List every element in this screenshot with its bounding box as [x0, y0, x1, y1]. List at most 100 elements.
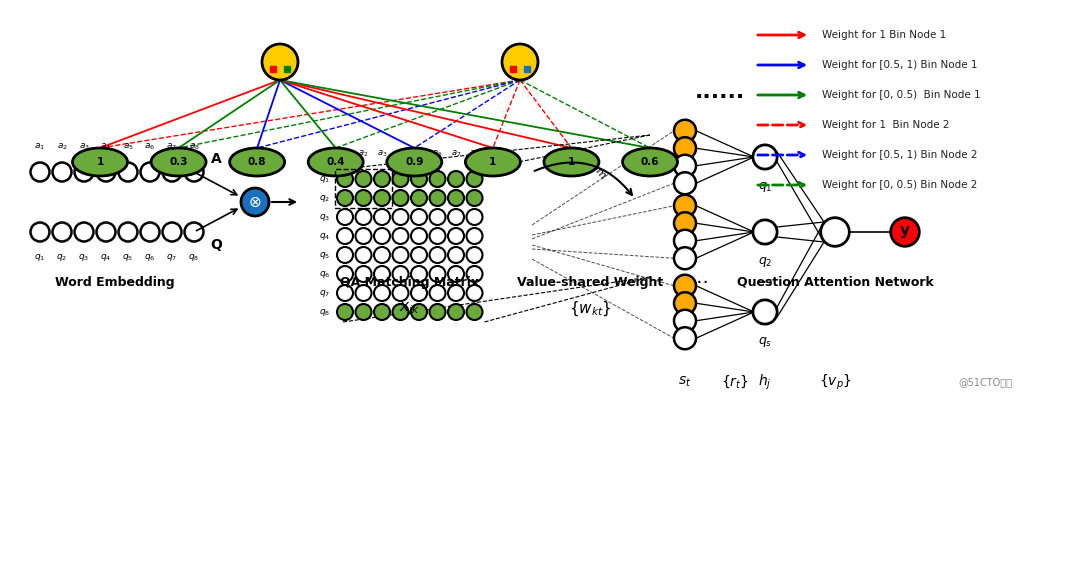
Circle shape [674, 292, 696, 314]
Text: QA Matching Matrix: QA Matching Matrix [340, 275, 480, 288]
Text: $q_3$: $q_3$ [79, 252, 90, 263]
Circle shape [96, 163, 116, 181]
Text: $q_1$: $q_1$ [758, 180, 772, 194]
Text: Weight for 1 Bin Node 1: Weight for 1 Bin Node 1 [822, 30, 946, 40]
Text: $q_7$: $q_7$ [166, 252, 177, 263]
Text: $q_6$: $q_6$ [145, 252, 156, 263]
Circle shape [467, 190, 483, 206]
Text: 0.8: 0.8 [248, 157, 267, 167]
Circle shape [241, 188, 269, 216]
Circle shape [411, 266, 427, 282]
Circle shape [374, 228, 390, 244]
Circle shape [430, 190, 446, 206]
Circle shape [448, 247, 464, 263]
Circle shape [674, 137, 696, 159]
Text: $a_1$: $a_1$ [340, 149, 350, 159]
Circle shape [411, 228, 427, 244]
Circle shape [430, 228, 446, 244]
Text: $q_4$: $q_4$ [100, 252, 111, 263]
Text: $\{r_t\}$: $\{r_t\}$ [721, 373, 748, 390]
Text: $q_1$: $q_1$ [320, 174, 330, 184]
Text: Weight for [0.5, 1) Bin Node 1: Weight for [0.5, 1) Bin Node 1 [822, 60, 977, 70]
Circle shape [392, 247, 408, 263]
Text: $a_3$: $a_3$ [79, 141, 90, 152]
Text: $a_6$: $a_6$ [432, 149, 443, 159]
Ellipse shape [544, 148, 599, 176]
Circle shape [448, 209, 464, 225]
Circle shape [374, 266, 390, 282]
Circle shape [411, 285, 427, 301]
Circle shape [374, 247, 390, 263]
Text: $h_j$: $h_j$ [758, 372, 772, 392]
Circle shape [411, 190, 427, 206]
Circle shape [337, 190, 353, 206]
Circle shape [467, 247, 483, 263]
Text: 0.6: 0.6 [640, 157, 659, 167]
Circle shape [674, 155, 696, 177]
Text: $\{w_{kt}\}$: $\{w_{kt}\}$ [568, 300, 611, 318]
Text: $a_8$: $a_8$ [470, 149, 480, 159]
Circle shape [411, 304, 427, 320]
Circle shape [337, 247, 353, 263]
Circle shape [430, 171, 446, 187]
Text: ......: ...... [694, 82, 745, 102]
Circle shape [337, 209, 353, 225]
Text: $a_5$: $a_5$ [414, 149, 424, 159]
Circle shape [411, 247, 427, 263]
Circle shape [674, 120, 696, 141]
Text: 0.9: 0.9 [405, 157, 423, 167]
Text: ...: ... [690, 268, 710, 286]
Text: Weight for [0, 0.5) Bin Node 2: Weight for [0, 0.5) Bin Node 2 [822, 180, 977, 190]
Circle shape [30, 163, 50, 181]
Ellipse shape [465, 148, 521, 176]
Text: $q_2$: $q_2$ [56, 252, 68, 263]
Text: $q_3$: $q_3$ [320, 211, 330, 222]
Circle shape [355, 266, 372, 282]
Circle shape [374, 285, 390, 301]
Circle shape [448, 190, 464, 206]
Text: $a_4$: $a_4$ [395, 149, 406, 159]
Circle shape [467, 304, 483, 320]
Ellipse shape [72, 148, 127, 176]
Circle shape [374, 190, 390, 206]
Circle shape [53, 222, 71, 241]
Circle shape [674, 310, 696, 332]
Text: $a_1$: $a_1$ [35, 141, 45, 152]
Circle shape [185, 222, 203, 241]
Ellipse shape [230, 148, 285, 176]
Circle shape [467, 228, 483, 244]
Circle shape [337, 171, 353, 187]
Circle shape [119, 222, 137, 241]
Circle shape [392, 266, 408, 282]
Circle shape [75, 163, 94, 181]
Circle shape [337, 266, 353, 282]
Text: $q_8$: $q_8$ [188, 252, 200, 263]
Circle shape [753, 145, 778, 169]
Circle shape [162, 163, 181, 181]
Circle shape [467, 209, 483, 225]
Text: $q_6$: $q_6$ [320, 268, 330, 279]
Text: A: A [211, 152, 221, 166]
Circle shape [467, 285, 483, 301]
Circle shape [674, 212, 696, 234]
Circle shape [355, 190, 372, 206]
Circle shape [355, 247, 372, 263]
Circle shape [96, 222, 116, 241]
Text: $x_{jk}$: $x_{jk}$ [400, 300, 420, 318]
Circle shape [355, 209, 372, 225]
Text: $q_7$: $q_7$ [320, 288, 330, 299]
Text: $q_5$: $q_5$ [122, 252, 134, 263]
Circle shape [337, 304, 353, 320]
Circle shape [411, 171, 427, 187]
Circle shape [392, 285, 408, 301]
Text: zoom: zoom [581, 152, 608, 182]
Circle shape [392, 228, 408, 244]
Text: $a_4$: $a_4$ [100, 141, 111, 152]
Text: $a_7$: $a_7$ [166, 141, 177, 152]
Circle shape [392, 304, 408, 320]
Text: $a_5$: $a_5$ [122, 141, 134, 152]
Text: 0.3: 0.3 [170, 157, 188, 167]
Text: 1: 1 [568, 157, 575, 167]
Circle shape [185, 163, 203, 181]
Circle shape [674, 230, 696, 252]
